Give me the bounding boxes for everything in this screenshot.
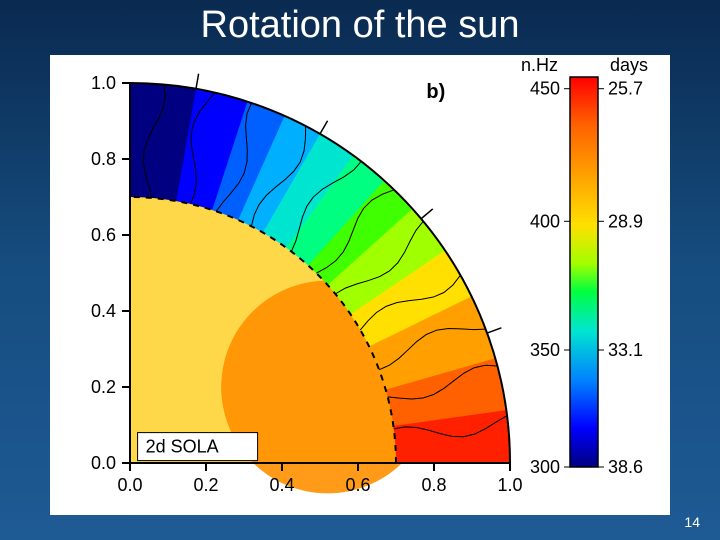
figure-svg: 0.0 0.2 0.4 0.6 0.8 1.0 0.0 0.2 0.4 0.6 0.8 1.0 b) 2d… xyxy=(50,55,670,515)
x-tick-label: 0.8 xyxy=(421,475,446,495)
cb-tick-label-right: 38.6 xyxy=(608,457,643,477)
colorbar-title-right: days xyxy=(610,55,648,75)
colorbar-title-left: n.Hz xyxy=(521,55,558,75)
x-tick-label: 0.2 xyxy=(193,475,218,495)
cb-tick-label-left: 400 xyxy=(530,211,560,231)
page-number: 14 xyxy=(684,514,700,530)
cb-tick-label-left: 350 xyxy=(530,340,560,360)
x-tick-label: 0.4 xyxy=(269,475,294,495)
cb-tick-label-right: 28.9 xyxy=(608,211,643,231)
y-tick-label: 0.6 xyxy=(91,225,116,245)
panel-label: b) xyxy=(426,81,445,103)
slide-title: Rotation of the sun xyxy=(0,4,720,47)
x-tick-label: 0.0 xyxy=(117,475,142,495)
slide: Rotation of the sun 0.00.20.40.60.81.00.… xyxy=(0,0,720,540)
surface-tick xyxy=(487,328,501,333)
surface-tick xyxy=(320,121,328,134)
cb-tick-label-left: 450 xyxy=(530,79,560,99)
surface-tick xyxy=(196,74,199,89)
y-tick-label: 0.0 xyxy=(91,453,116,473)
x-tick-label: 1.0 xyxy=(497,475,522,495)
rotation-figure: 0.0 0.2 0.4 0.6 0.8 1.0 0.0 0.2 0.4 0.6 0.8 1.0 b) 2d… xyxy=(50,55,670,515)
y-tick-label: 0.4 xyxy=(91,301,116,321)
cb-tick-label-right: 25.7 xyxy=(608,79,643,99)
colorbar xyxy=(570,77,598,467)
y-tick-label: 0.2 xyxy=(91,377,116,397)
y-tick-label: 1.0 xyxy=(91,73,116,93)
surface-tick xyxy=(421,209,433,219)
x-tick-label: 0.6 xyxy=(345,475,370,495)
y-tick-label: 0.8 xyxy=(91,149,116,169)
cb-tick-label-right: 33.1 xyxy=(608,340,643,360)
cb-tick-label-left: 300 xyxy=(530,457,560,477)
method-label: 2d SOLA xyxy=(146,437,219,457)
